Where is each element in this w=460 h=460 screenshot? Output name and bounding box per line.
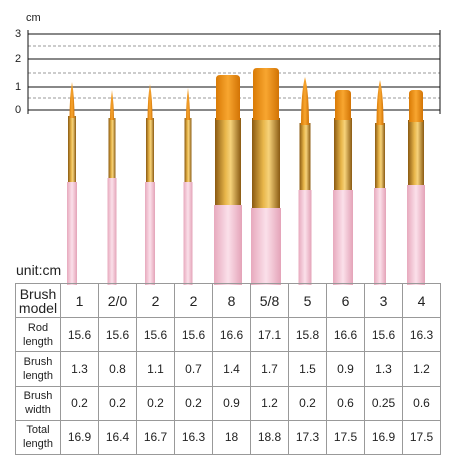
table-cell: 5/8 <box>250 282 289 319</box>
table-row: Total length 16.9 16.4 16.7 16.3 18 18.8 17.3 17… <box>15 419 441 456</box>
ruler-label: 1 <box>15 81 21 93</box>
spec-table: Brush model 1 2/0 2 2 8 5/8 5 6 3 4 Rod length 15.6 1… <box>15 282 441 456</box>
brush-ferrule <box>299 123 311 190</box>
table-cell: 16.3 <box>174 419 213 456</box>
table-cell: 0.2 <box>288 385 327 421</box>
brush-handle <box>407 185 425 285</box>
brush-handle <box>183 182 193 285</box>
table-cell: 3 <box>364 282 403 319</box>
row-header: Brush length <box>15 351 61 387</box>
table-cell: 15.8 <box>288 317 327 353</box>
table-cell: 0.2 <box>136 385 175 421</box>
row-header: Total length <box>15 419 61 456</box>
table-cell: 1.3 <box>60 351 99 387</box>
table-cell: 6 <box>326 282 365 319</box>
brush-ferrule <box>408 120 424 185</box>
table-cell: 15.6 <box>364 317 403 353</box>
brush-hair <box>186 88 190 120</box>
table-cell: 0.2 <box>60 385 99 421</box>
table-cell: 2 <box>136 282 175 319</box>
table-cell: 5 <box>288 282 327 319</box>
brush-hair <box>69 82 75 118</box>
table-cell: 1.5 <box>288 351 327 387</box>
brush-handle <box>67 182 77 285</box>
brush-hair <box>253 68 279 120</box>
brush-ferrule <box>215 118 241 205</box>
row-header: Brush width <box>15 385 61 421</box>
table-cell: 18 <box>212 419 251 456</box>
brush-ferrule <box>68 116 76 182</box>
brush-handle <box>374 188 386 285</box>
table-cell: 18.8 <box>250 419 289 456</box>
table-cell: 0.2 <box>174 385 213 421</box>
table-cell: 15.6 <box>136 317 175 353</box>
brush-handle <box>145 182 155 285</box>
brush-hair <box>110 90 114 120</box>
brush-hair <box>335 90 351 120</box>
table-cell: 16.4 <box>98 419 137 456</box>
table-row: Brush model 1 2/0 2 2 8 5/8 5 6 3 4 <box>15 282 441 319</box>
table-cell: 17.5 <box>326 419 365 456</box>
brush-handle <box>298 190 312 285</box>
brush-hair <box>376 80 384 125</box>
table-cell: 2 <box>174 282 213 319</box>
table-cell: 15.6 <box>174 317 213 353</box>
ruler-label: 2 <box>15 53 21 65</box>
brush-handle <box>214 205 242 285</box>
table-cell: 16.9 <box>364 419 403 456</box>
table-cell: 1.3 <box>364 351 403 387</box>
table-cell: 1.1 <box>136 351 175 387</box>
brush-hair <box>301 77 309 125</box>
table-cell: 16.3 <box>402 317 441 353</box>
brush-ferrule <box>146 118 154 182</box>
brush-ferrule <box>252 118 280 208</box>
table-cell: 1 <box>60 282 99 319</box>
brush-ferrule <box>184 118 192 182</box>
brush-hair <box>216 75 240 120</box>
table-cell: 1.7 <box>250 351 289 387</box>
table-unit: unit:cm <box>16 262 62 278</box>
table-cell: 0.2 <box>98 385 137 421</box>
illustration: cm 3 2 1 0 <box>15 12 441 285</box>
table-cell: 1.4 <box>212 351 251 387</box>
table-cell: 0.8 <box>98 351 137 387</box>
table-cell: 16.6 <box>212 317 251 353</box>
table-cell: 0.9 <box>326 351 365 387</box>
table-cell: 17.3 <box>288 419 327 456</box>
brush-hair <box>147 84 153 120</box>
table-cell: 16.6 <box>326 317 365 353</box>
ruler-label: 0 <box>15 104 21 116</box>
table-cell: 0.9 <box>212 385 251 421</box>
brush-handle <box>333 190 353 285</box>
table-cell: 4 <box>402 282 441 319</box>
table-cell: 16.9 <box>60 419 99 456</box>
table-cell: 0.6 <box>402 385 441 421</box>
brush-hair <box>409 90 423 122</box>
table-row: Brush width 0.2 0.2 0.2 0.2 0.9 1.2 0.2 0.6 0.25 0… <box>15 385 441 421</box>
table-cell: 1.2 <box>402 351 441 387</box>
ruler-label: 3 <box>15 28 21 40</box>
brush-handle <box>251 208 281 285</box>
ruler-unit: cm <box>26 12 41 24</box>
table-row: Rod length 15.6 15.6 15.6 15.6 16.6 17.1 15.8 16… <box>15 317 441 353</box>
table-row: Brush length 1.3 0.8 1.1 0.7 1.4 1.7 1.5 0.9 1.3 1… <box>15 351 441 387</box>
table-cell: 17.1 <box>250 317 289 353</box>
table-cell: 17.5 <box>402 419 441 456</box>
brush-ferrule <box>375 123 385 188</box>
table-cell: 0.6 <box>326 385 365 421</box>
brush-ferrule <box>334 118 352 190</box>
table-cell: 0.25 <box>364 385 403 421</box>
table-cell: 16.7 <box>136 419 175 456</box>
row-header: Rod length <box>15 317 61 353</box>
table-cell: 8 <box>212 282 251 319</box>
table-cell: 15.6 <box>98 317 137 353</box>
brush-ferrule <box>108 118 116 178</box>
table-cell: 2/0 <box>98 282 137 319</box>
brush-handle <box>107 178 117 285</box>
table-cell: 0.7 <box>174 351 213 387</box>
table-cell: 1.2 <box>250 385 289 421</box>
table-cell: 15.6 <box>60 317 99 353</box>
row-header: Brush model <box>15 282 61 319</box>
